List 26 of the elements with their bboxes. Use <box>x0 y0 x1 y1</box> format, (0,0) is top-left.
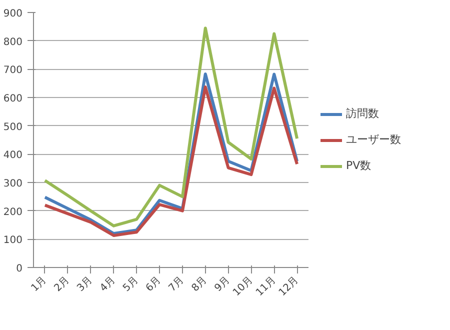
x-tick-label: 1月 <box>30 274 49 294</box>
x-tick-label: 10月 <box>231 274 256 298</box>
x-tick-label: 3月 <box>75 274 95 294</box>
x-tick-label: 8月 <box>190 274 210 294</box>
legend-label: ユーザー数 <box>346 132 401 147</box>
y-tick-label: 600 <box>3 94 23 104</box>
y-tick-label: 800 <box>3 36 23 48</box>
x-tick-label: 12月 <box>277 274 301 298</box>
y-tick-label: 700 <box>3 65 23 76</box>
y-tick-label: 500 <box>3 122 23 133</box>
y-tick-label: 100 <box>3 235 23 246</box>
x-tick-label: 4月 <box>98 274 118 294</box>
y-tick-label: 200 <box>3 206 23 218</box>
legend-label: 訪問数 <box>346 106 379 121</box>
y-tick-label: 0 <box>16 264 23 274</box>
x-tick-label: 6月 <box>144 274 164 294</box>
y-tick-label: 300 <box>3 178 23 190</box>
y-tick-label: 400 <box>3 150 23 162</box>
x-tick-label: 2月 <box>52 274 72 294</box>
x-tick-label: 11月 <box>254 274 278 298</box>
line-series <box>43 26 299 228</box>
legend-label: PV数 <box>346 158 372 173</box>
x-tick-label: 5月 <box>121 274 141 294</box>
x-tick-label: 9月 <box>212 274 232 294</box>
x-tick-label: 7月 <box>167 274 186 294</box>
y-tick-label: 900 <box>3 8 23 20</box>
